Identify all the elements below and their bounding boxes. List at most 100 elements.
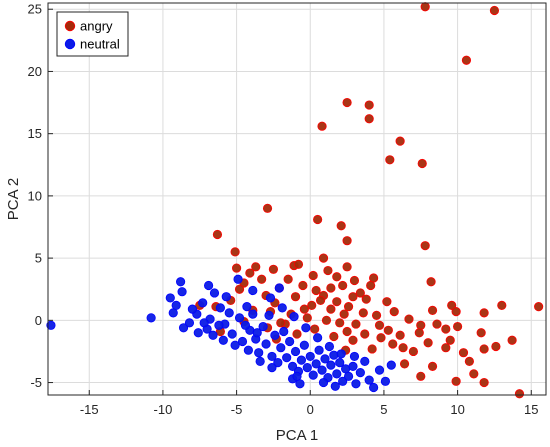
data-point-angry (534, 302, 544, 312)
data-point-angry (416, 371, 426, 381)
data-point-angry (427, 305, 438, 315)
data-point-angry (283, 274, 293, 284)
data-point-angry (326, 283, 336, 293)
y-tick-label: 0 (35, 313, 42, 328)
data-point-angry (376, 333, 386, 343)
data-point-neutral (224, 308, 234, 318)
data-point-angry (461, 55, 472, 65)
data-point-angry (268, 264, 279, 274)
data-point-angry (276, 318, 286, 328)
data-point-angry (420, 241, 430, 251)
data-point-angry (416, 320, 426, 330)
data-point-neutral (270, 330, 280, 340)
data-point-angry (326, 304, 336, 314)
data-point-neutral (248, 285, 258, 296)
data-point-angry (336, 221, 346, 231)
points (46, 2, 544, 399)
data-point-angry (507, 335, 517, 345)
data-point-neutral (308, 370, 318, 380)
data-point-neutral (289, 311, 299, 322)
data-point-neutral (296, 355, 307, 365)
data-point-neutral (369, 382, 379, 393)
data-point-neutral (264, 310, 274, 320)
data-point-angry (479, 377, 489, 388)
data-point-neutral (176, 277, 186, 287)
data-point-neutral (311, 359, 321, 369)
data-point-neutral (227, 329, 237, 339)
data-point-angry (310, 324, 320, 334)
data-point-angry (469, 369, 479, 379)
data-point-angry (452, 321, 463, 332)
data-point-neutral (313, 333, 323, 343)
data-point-angry (262, 203, 273, 213)
data-point-neutral (267, 363, 277, 373)
data-point-neutral (335, 358, 345, 368)
data-point-angry (212, 229, 223, 240)
data-point-neutral (273, 358, 283, 368)
data-point-angry (423, 338, 433, 348)
data-point-angry (395, 136, 405, 146)
data-point-angry (432, 319, 442, 329)
data-point-angry (382, 297, 392, 307)
y-tick-label: 5 (35, 251, 42, 266)
data-point-neutral (314, 345, 324, 355)
data-point-neutral (187, 304, 197, 314)
data-point-angry (451, 376, 461, 386)
data-point-angry (479, 308, 489, 318)
series-neutral (46, 274, 396, 393)
data-point-neutral (218, 335, 228, 345)
data-point-neutral (242, 302, 252, 312)
data-point-neutral (338, 376, 348, 386)
data-point-angry (230, 247, 240, 257)
data-point-neutral (178, 323, 189, 333)
data-point-angry (251, 262, 261, 272)
data-point-neutral (46, 320, 56, 330)
data-point-angry (323, 265, 333, 276)
x-tick-label: 0 (307, 402, 314, 417)
data-point-angry (245, 268, 255, 278)
x-tick-label: 15 (524, 402, 538, 417)
data-point-angry (358, 308, 368, 318)
data-point-angry (355, 288, 365, 298)
data-point-neutral (254, 348, 264, 358)
data-point-neutral (209, 288, 220, 298)
data-point-angry (329, 331, 339, 342)
legend: angry neutral (56, 11, 129, 57)
data-point-angry (342, 236, 352, 246)
data-point-angry (414, 328, 424, 338)
data-point-neutral (374, 365, 385, 375)
data-point-neutral (336, 349, 346, 359)
y-tick-label: 10 (28, 188, 42, 203)
data-point-neutral (299, 340, 309, 350)
data-point-neutral (198, 298, 208, 308)
data-point-angry (292, 329, 302, 339)
data-point-neutral (203, 280, 214, 291)
data-point-angry (302, 313, 312, 323)
x-tick-label: 10 (450, 402, 464, 417)
data-point-angry (374, 320, 385, 330)
data-point-angry (299, 304, 309, 314)
data-point-angry (395, 330, 405, 340)
data-point-neutral (208, 330, 218, 340)
data-point-neutral (305, 351, 315, 362)
data-point-neutral (230, 340, 240, 350)
data-point-neutral (276, 343, 286, 353)
data-point-angry (497, 300, 507, 310)
data-point-angry (257, 274, 267, 284)
data-point-angry (293, 259, 304, 269)
data-point-neutral (285, 336, 295, 347)
data-point-angry (420, 2, 430, 12)
data-point-angry (447, 300, 457, 310)
data-point-neutral (258, 321, 268, 332)
data-point-angry (315, 295, 326, 306)
data-point-angry (342, 326, 352, 337)
data-point-angry (311, 285, 321, 296)
data-point-neutral (274, 283, 284, 293)
data-point-angry (445, 335, 455, 345)
data-point-angry (398, 343, 408, 353)
data-point-angry (349, 275, 360, 286)
data-point-neutral (279, 326, 289, 337)
data-point-neutral (215, 303, 225, 313)
data-point-neutral (177, 287, 187, 297)
data-point-angry (313, 214, 323, 225)
